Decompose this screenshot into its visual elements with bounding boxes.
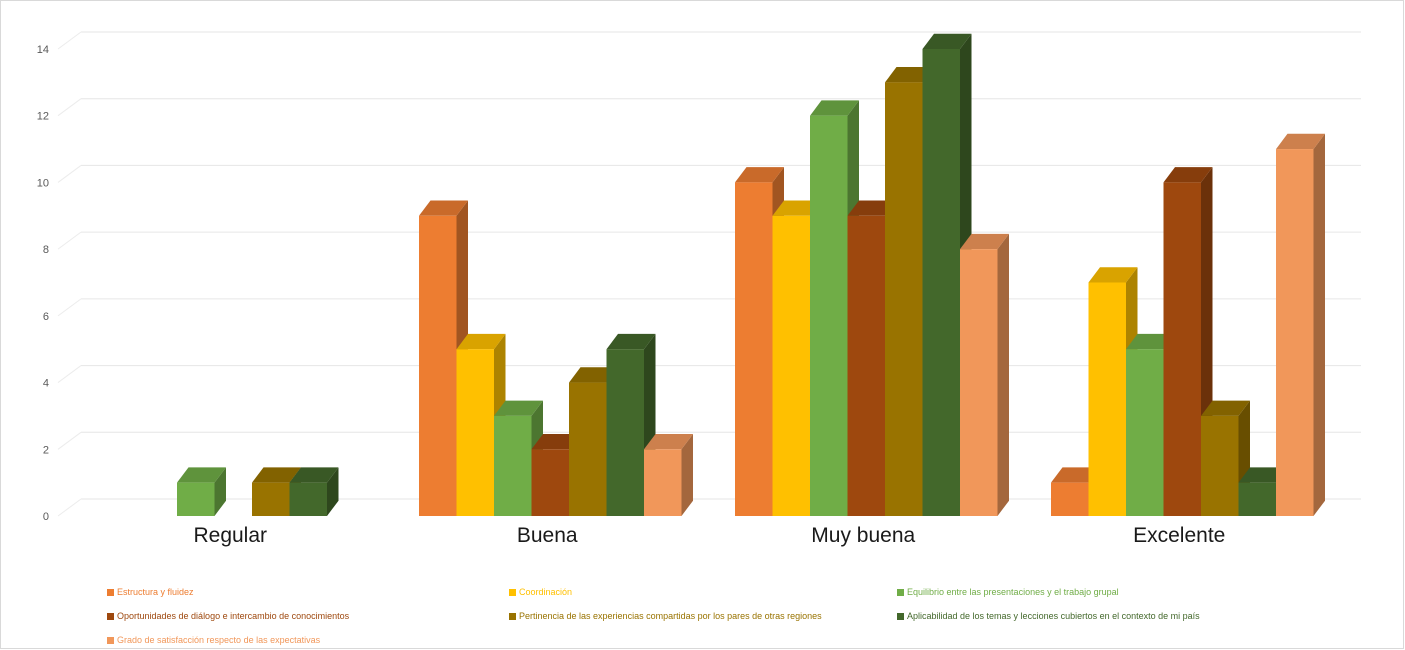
y-tick-label: 14 — [37, 44, 49, 56]
gridline-side — [57, 98, 82, 117]
legend-label: Equilibrio entre las presentaciones y el… — [907, 587, 1119, 597]
bar — [289, 467, 339, 516]
y-tick-label: 6 — [43, 311, 49, 323]
legend-swatch — [107, 589, 114, 596]
gridline-side — [57, 231, 82, 250]
y-tick-label: 0 — [43, 511, 49, 523]
category-label: Buena — [517, 524, 578, 547]
legend-label: Coordinación — [519, 587, 573, 597]
y-tick-label: 10 — [37, 177, 49, 189]
legend-swatch — [107, 613, 114, 620]
legend-item: Aplicabilidad de los temas y lecciones c… — [897, 611, 1200, 622]
category-label: Excelente — [1133, 524, 1225, 547]
legend-item: Coordinación — [509, 587, 572, 598]
legend-swatch — [509, 589, 516, 596]
y-tick-label: 2 — [43, 444, 49, 456]
bar — [960, 233, 1009, 517]
y-tick-label: 12 — [37, 111, 49, 123]
y-tick-label: 4 — [43, 378, 49, 390]
legend-label: Estructura y fluidez — [117, 587, 194, 597]
legend-swatch — [897, 613, 904, 620]
gridlines — [57, 31, 1361, 517]
legend-item: Pertinencia de las experiencias comparti… — [509, 611, 822, 622]
gridline-side — [57, 298, 82, 317]
gridline-side — [57, 365, 82, 383]
legend-item: Estructura y fluidez — [107, 587, 194, 598]
gridline-side — [57, 165, 82, 183]
y-tick-label: 8 — [43, 244, 49, 256]
legend: Estructura y fluidez Coordinación Equilibr… — [1, 581, 1405, 649]
legend-label: Grado de satisfacción respecto de las ex… — [117, 635, 321, 645]
bar — [494, 400, 543, 516]
bar — [1163, 167, 1213, 516]
category-label: Muy buena — [811, 524, 915, 547]
category-label: Regular — [193, 524, 267, 547]
legend-swatch — [107, 637, 114, 644]
x-axis-categories: Regular Buena Muy buena Excelente — [193, 524, 1225, 547]
gridline-side — [57, 31, 82, 50]
bar — [1201, 400, 1250, 516]
bar — [644, 433, 693, 516]
legend-item: Oportunidades de diálogo e intercambio d… — [107, 611, 349, 622]
bars — [177, 33, 1325, 517]
gridline-side — [57, 431, 82, 450]
bar — [177, 467, 226, 516]
legend-item: Grado de satisfacción respecto de las ex… — [107, 635, 320, 646]
legend-item: Equilibrio entre las presentaciones y el… — [897, 587, 1119, 598]
legend-swatch — [509, 613, 516, 620]
bar — [1276, 133, 1325, 517]
legend-label: Pertinencia de las experiencias comparti… — [519, 611, 822, 621]
y-axis-ticks: 0 2 4 6 8 10 12 14 — [37, 44, 49, 523]
legend-label: Aplicabilidad de los temas y lecciones c… — [907, 611, 1200, 621]
gridline-side — [57, 498, 82, 517]
legend-label: Oportunidades de diálogo e intercambio d… — [117, 611, 350, 621]
legend-swatch — [897, 589, 904, 596]
bar-chart-3d: 0 2 4 6 8 10 12 14 Regular Buena Muy buena Excelen… — [37, 31, 1361, 547]
